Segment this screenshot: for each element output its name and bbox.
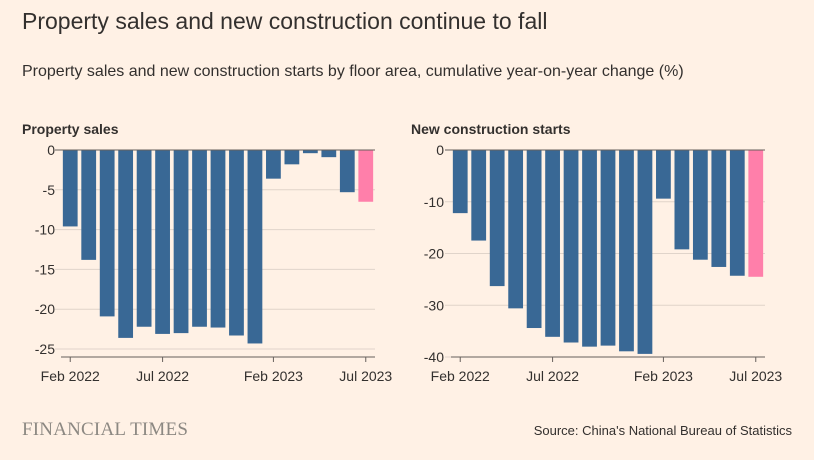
page-title: Property sales and new construction cont… [22, 8, 548, 34]
bar [600, 150, 616, 346]
x-tick-label: Feb 2022 [431, 368, 490, 384]
bar [637, 150, 653, 354]
y-tick-label: -10 [424, 194, 444, 210]
bar [173, 150, 189, 334]
y-tick-label: 0 [436, 142, 444, 158]
x-tick-label: Jul 2022 [526, 368, 579, 384]
bar [339, 150, 355, 193]
bar [81, 150, 97, 260]
y-tick-label: -25 [35, 341, 55, 357]
bar [508, 150, 524, 309]
bar [266, 150, 281, 179]
bar [321, 150, 337, 158]
financial-times-logo: FINANCIAL TIMES [22, 419, 189, 440]
bar [692, 150, 708, 260]
y-tick-label: -15 [35, 261, 55, 277]
bar [99, 150, 115, 317]
bar-highlight [358, 150, 374, 202]
bar [656, 150, 671, 199]
bar [247, 150, 263, 344]
bar [302, 150, 318, 154]
source-note: Source: China's National Bureau of Stati… [533, 423, 792, 438]
bar [136, 150, 152, 327]
bar [210, 150, 226, 328]
x-tick-label: Jul 2023 [729, 368, 782, 384]
bar [192, 150, 207, 327]
bar-highlight [748, 150, 764, 277]
y-tick-label: 0 [47, 142, 55, 158]
bar [62, 150, 78, 227]
bar [674, 150, 690, 250]
bar [284, 150, 300, 165]
bar [452, 150, 468, 214]
bar [155, 150, 170, 334]
y-tick-label: -20 [424, 246, 444, 262]
bar [229, 150, 244, 336]
bar [545, 150, 560, 337]
bar [118, 150, 134, 338]
x-tick-label: Jul 2023 [339, 368, 392, 384]
panel-title: New construction starts [411, 121, 571, 137]
bar [729, 150, 745, 276]
bar [526, 150, 542, 329]
x-tick-label: Jul 2022 [136, 368, 189, 384]
x-tick-label: Feb 2022 [41, 368, 100, 384]
y-tick-label: -20 [35, 301, 55, 317]
bar [563, 150, 579, 343]
bar [582, 150, 597, 347]
panel-title: Property sales [22, 121, 119, 137]
x-tick-label: Feb 2023 [244, 368, 303, 384]
bar [471, 150, 487, 241]
y-tick-label: -30 [424, 297, 444, 313]
page-subtitle: Property sales and new construction star… [22, 63, 684, 80]
y-tick-label: -40 [424, 349, 444, 365]
bar [489, 150, 505, 287]
x-tick-label: Feb 2023 [634, 368, 693, 384]
y-tick-label: -5 [43, 182, 56, 198]
y-tick-label: -10 [35, 222, 55, 238]
bar [619, 150, 634, 352]
bar [711, 150, 727, 267]
